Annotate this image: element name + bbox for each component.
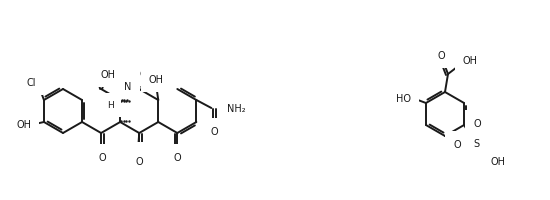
Text: H: H (107, 101, 113, 110)
Text: OH: OH (491, 156, 505, 166)
Text: OH: OH (148, 75, 164, 85)
Text: O: O (453, 139, 461, 149)
Text: OH: OH (131, 150, 146, 160)
Text: HO: HO (397, 94, 411, 103)
Text: OH: OH (144, 65, 159, 75)
Text: O: O (173, 152, 181, 162)
Text: CH₃: CH₃ (100, 68, 117, 77)
Text: O: O (473, 118, 481, 128)
Text: N: N (124, 82, 132, 92)
Text: S: S (473, 138, 479, 148)
Text: O: O (98, 152, 106, 162)
Text: CH₃: CH₃ (140, 70, 156, 79)
Text: OH: OH (16, 119, 31, 129)
Text: O: O (211, 126, 218, 136)
Text: O: O (135, 156, 143, 166)
Text: OH: OH (463, 56, 477, 66)
Text: NH₂: NH₂ (227, 103, 246, 113)
Text: O: O (437, 51, 445, 61)
Text: OH: OH (101, 70, 115, 80)
Text: O: O (136, 150, 144, 160)
Text: Cl: Cl (26, 78, 36, 88)
